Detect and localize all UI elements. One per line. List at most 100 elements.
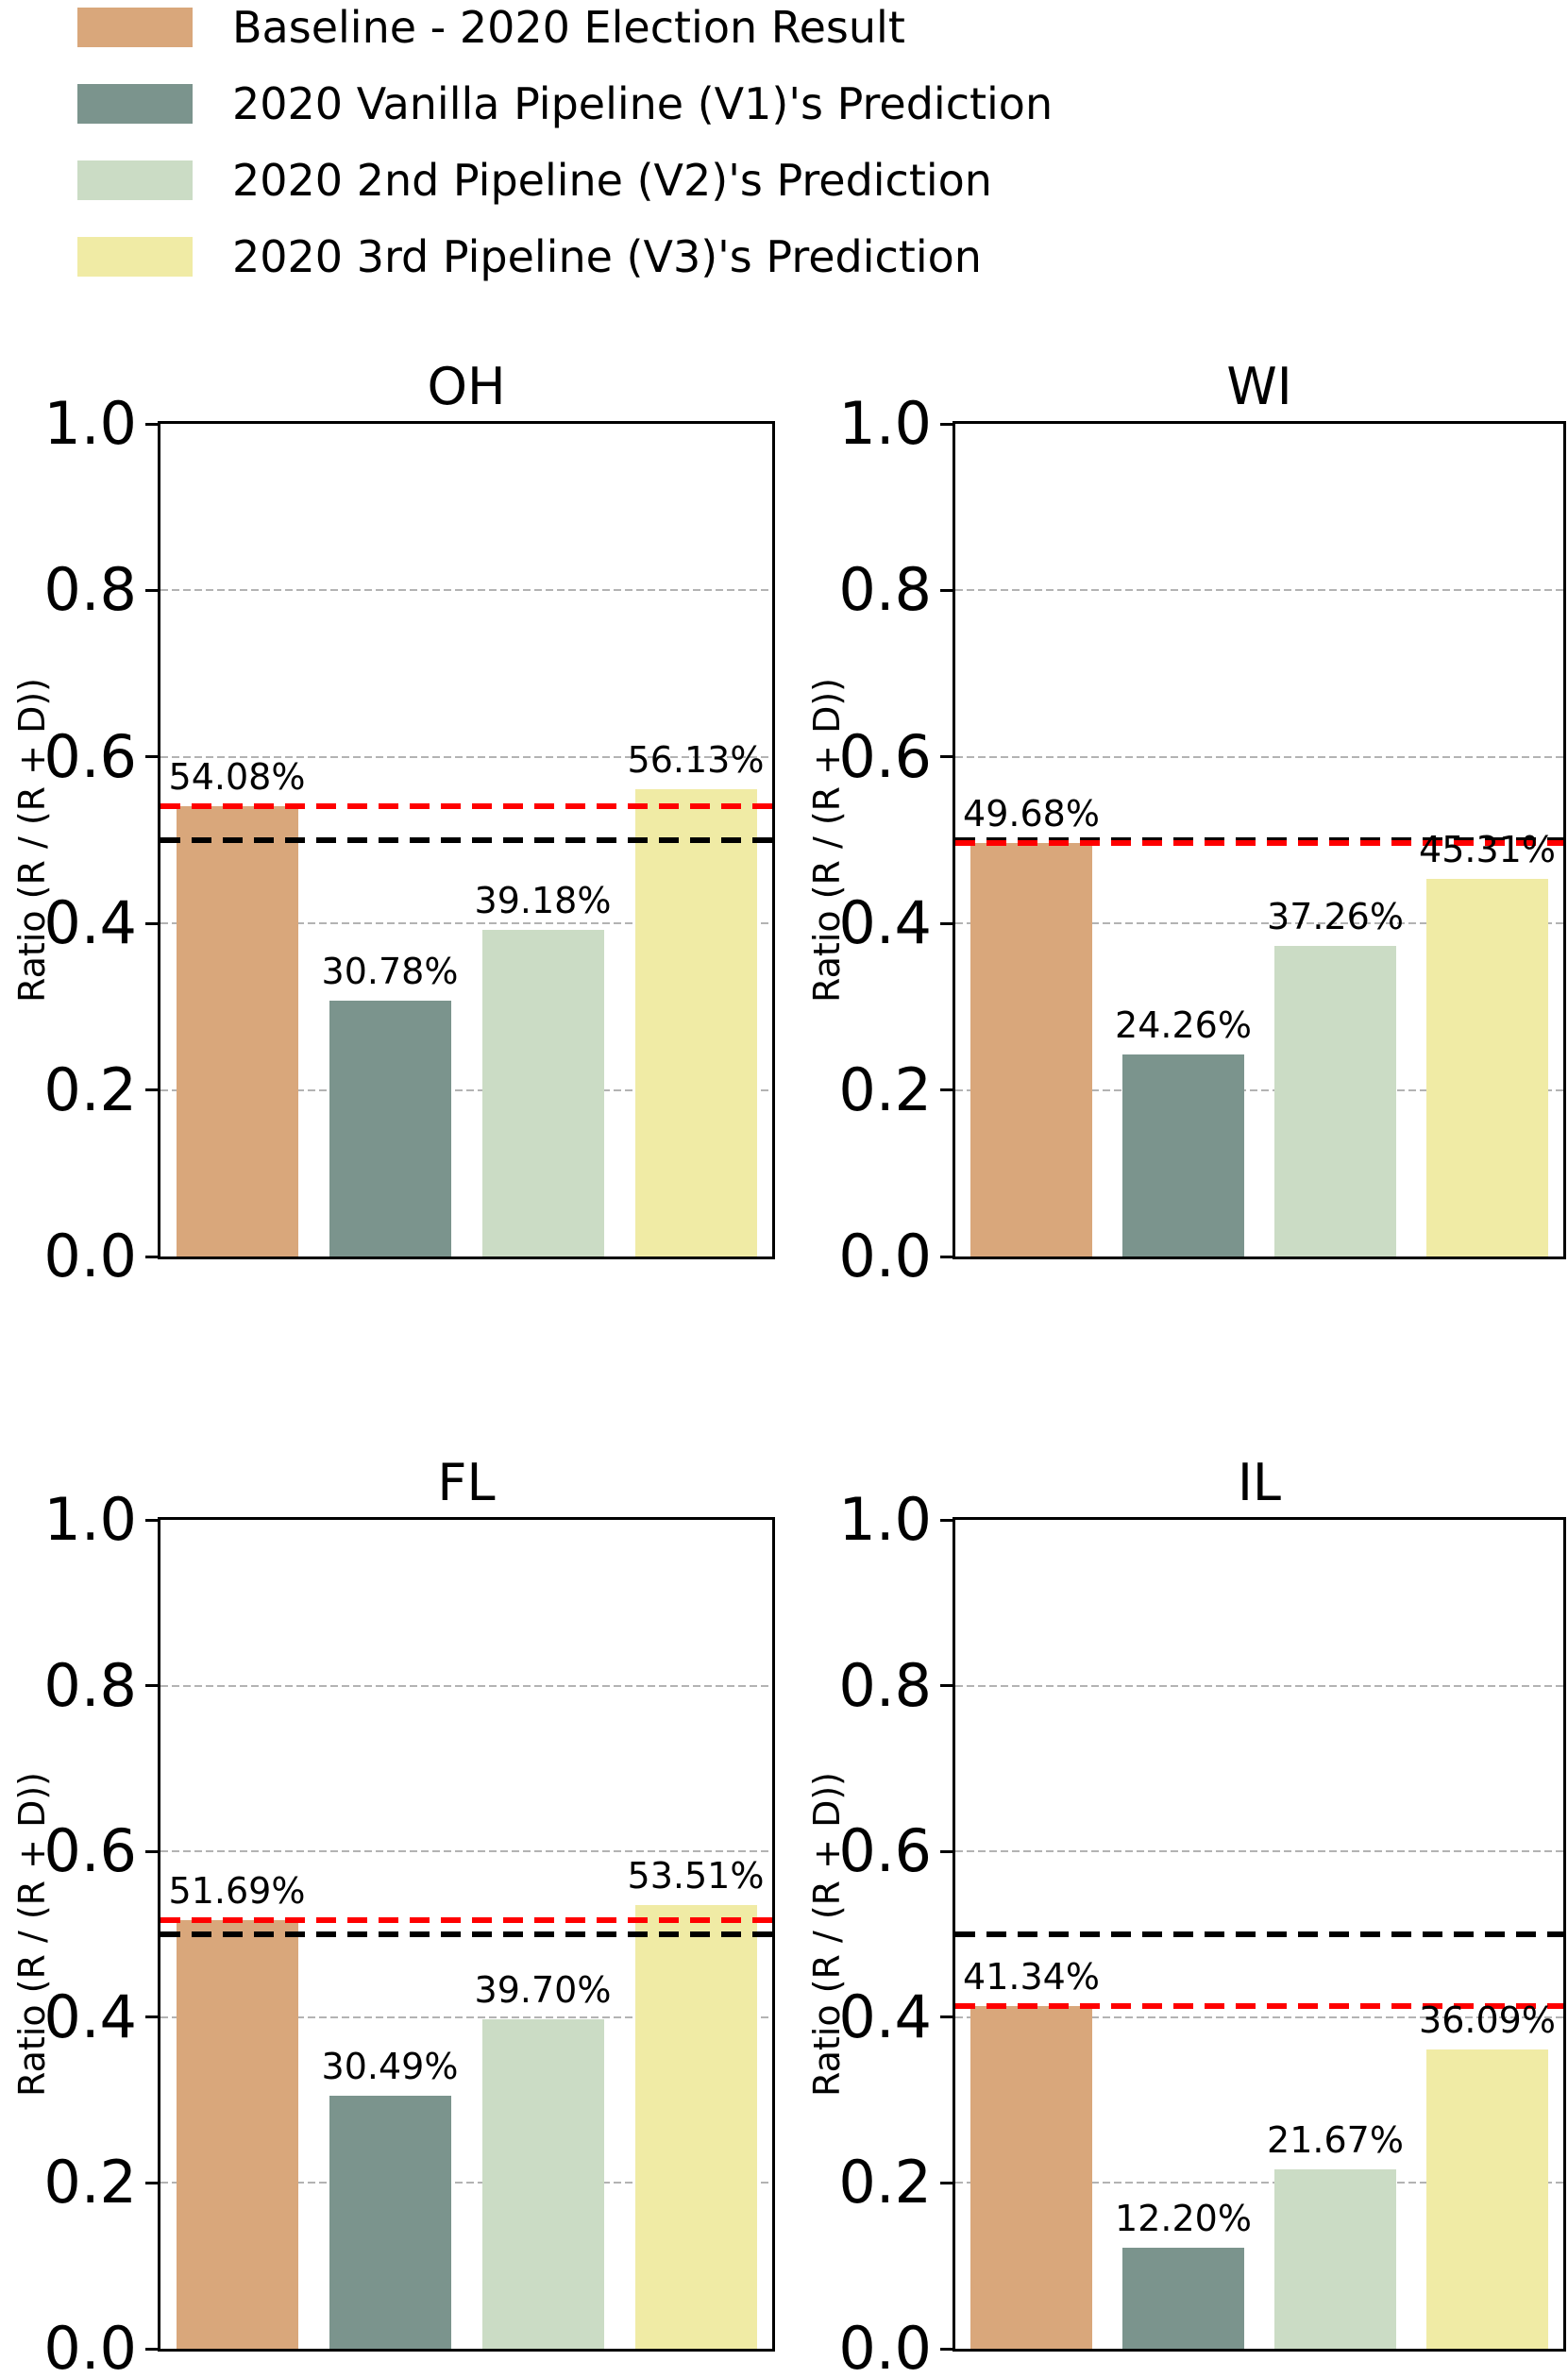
legend-item: 2020 3rd Pipeline (V3)'s Prediction — [77, 235, 982, 278]
gridline — [955, 755, 1563, 758]
gridline — [955, 922, 1563, 925]
y-tick-mark — [145, 1849, 159, 1853]
gridline — [160, 1088, 772, 1091]
legend-item-label: 2020 2nd Pipeline (V2)'s Prediction — [232, 155, 992, 206]
bar-oh-4 — [634, 788, 757, 1256]
legend-swatch-icon — [77, 8, 193, 47]
bar-value-label: 24.26% — [1115, 1004, 1252, 1047]
y-tick-label: 0.0 — [43, 1222, 137, 1290]
bar-wi-4 — [1426, 879, 1548, 1256]
subplot-title: IL — [1237, 1453, 1282, 1512]
legend-item-label: 2020 Vanilla Pipeline (V1)'s Prediction — [232, 78, 1054, 129]
y-tick-mark — [145, 2015, 159, 2019]
y-tick-label: 0.4 — [838, 1982, 932, 2051]
y-tick-label: 1.0 — [838, 1485, 932, 1554]
gridline — [160, 922, 772, 925]
gridline — [955, 1684, 1563, 1687]
y-tick-mark — [940, 1849, 953, 1853]
y-tick-mark — [145, 1088, 159, 1092]
y-tick-mark — [145, 921, 159, 925]
gridline — [955, 589, 1563, 592]
y-tick-label: 0.6 — [43, 721, 137, 791]
y-tick-mark — [940, 1088, 953, 1092]
y-tick-mark — [940, 588, 953, 592]
bar-value-label: 45.31% — [1419, 829, 1556, 871]
y-tick-label: 0.8 — [838, 1650, 932, 1720]
gridline — [955, 1088, 1563, 1091]
baseline-result-dashed-line — [160, 1917, 772, 1924]
half-reference-dashed-line — [160, 837, 772, 843]
y-tick-label: 0.8 — [43, 555, 137, 625]
bar-value-label: 56.13% — [627, 738, 765, 781]
bar-wi-3 — [1274, 946, 1396, 1256]
y-tick-label: 0.0 — [838, 2314, 932, 2378]
bar-oh-3 — [481, 930, 604, 1256]
y-tick-label: 0.6 — [838, 1816, 932, 1886]
y-tick-mark — [145, 588, 159, 592]
bar-oh-2 — [329, 1000, 451, 1256]
bar-value-label: 54.08% — [168, 756, 306, 798]
baseline-result-dashed-line — [955, 839, 1563, 846]
plot-area: 51.69% 30.49% 39.70% 53.51% — [158, 1517, 775, 2352]
y-tick-label: 0.8 — [43, 1650, 137, 1720]
y-tick-label: 0.2 — [43, 1054, 137, 1124]
legend-swatch-icon — [77, 237, 193, 277]
bar-value-label: 36.09% — [1419, 1999, 1556, 2042]
y-tick-label: 1.0 — [43, 389, 137, 458]
legend-item: Baseline - 2020 Election Result — [77, 6, 905, 49]
y-tick-label: 0.0 — [43, 2314, 137, 2378]
bar-fl-1 — [176, 1920, 298, 2349]
y-tick-mark — [940, 755, 953, 759]
y-tick-mark — [940, 2015, 953, 2019]
bar-fl-3 — [481, 2019, 604, 2349]
half-reference-dashed-line — [955, 1931, 1563, 1937]
half-reference-dashed-line — [160, 1931, 772, 1937]
bar-value-label: 39.18% — [474, 880, 612, 922]
y-tick-mark — [940, 422, 953, 426]
bar-value-label: 12.20% — [1115, 2197, 1252, 2239]
gridline — [160, 589, 772, 592]
plot-area: 49.68% 24.26% 37.26% 45.31% — [953, 421, 1566, 1259]
bar-value-label: 37.26% — [1267, 896, 1404, 938]
bar-value-label: 49.68% — [963, 792, 1100, 835]
bar-value-label: 53.51% — [627, 1855, 765, 1897]
bar-il-3 — [1274, 2168, 1396, 2349]
bar-fl-2 — [329, 2096, 451, 2349]
y-tick-mark — [145, 2347, 159, 2351]
y-tick-mark — [940, 2181, 953, 2184]
bar-wi-2 — [1122, 1054, 1244, 1256]
bar-il-2 — [1122, 2247, 1244, 2349]
y-tick-mark — [145, 1255, 159, 1258]
subplot-title: WI — [1226, 357, 1292, 416]
y-tick-mark — [940, 921, 953, 925]
y-tick-label: 0.4 — [838, 888, 932, 958]
legend-swatch-icon — [77, 84, 193, 124]
y-tick-label: 0.6 — [838, 721, 932, 791]
bar-oh-1 — [176, 806, 298, 1256]
bar-fl-4 — [634, 1905, 757, 2349]
gridline — [160, 1684, 772, 1687]
legend-item-label: 2020 3rd Pipeline (V3)'s Prediction — [232, 231, 982, 282]
y-tick-label: 0.2 — [838, 2148, 932, 2218]
y-tick-mark — [145, 422, 159, 426]
y-tick-mark — [145, 2181, 159, 2184]
bar-value-label: 21.67% — [1267, 2118, 1404, 2161]
legend-item-label: Baseline - 2020 Election Result — [232, 2, 905, 53]
y-tick-label: 0.6 — [43, 1816, 137, 1886]
y-tick-label: 0.2 — [838, 1054, 932, 1124]
y-tick-label: 0.4 — [43, 888, 137, 958]
legend-item: 2020 Vanilla Pipeline (V1)'s Prediction — [77, 82, 1053, 126]
bar-wi-1 — [970, 842, 1092, 1256]
gridline — [160, 1850, 772, 1853]
gridline — [160, 2015, 772, 2018]
plot-area: 41.34% 12.20% 21.67% 36.09% — [953, 1517, 1566, 2352]
baseline-result-dashed-line — [955, 2003, 1563, 2010]
y-tick-mark — [145, 755, 159, 759]
bar-il-1 — [970, 2006, 1092, 2349]
y-tick-label: 1.0 — [838, 389, 932, 458]
legend-item: 2020 2nd Pipeline (V2)'s Prediction — [77, 159, 992, 202]
y-tick-label: 0.0 — [838, 1222, 932, 1290]
y-tick-label: 0.4 — [43, 1982, 137, 2051]
y-tick-mark — [940, 2347, 953, 2351]
